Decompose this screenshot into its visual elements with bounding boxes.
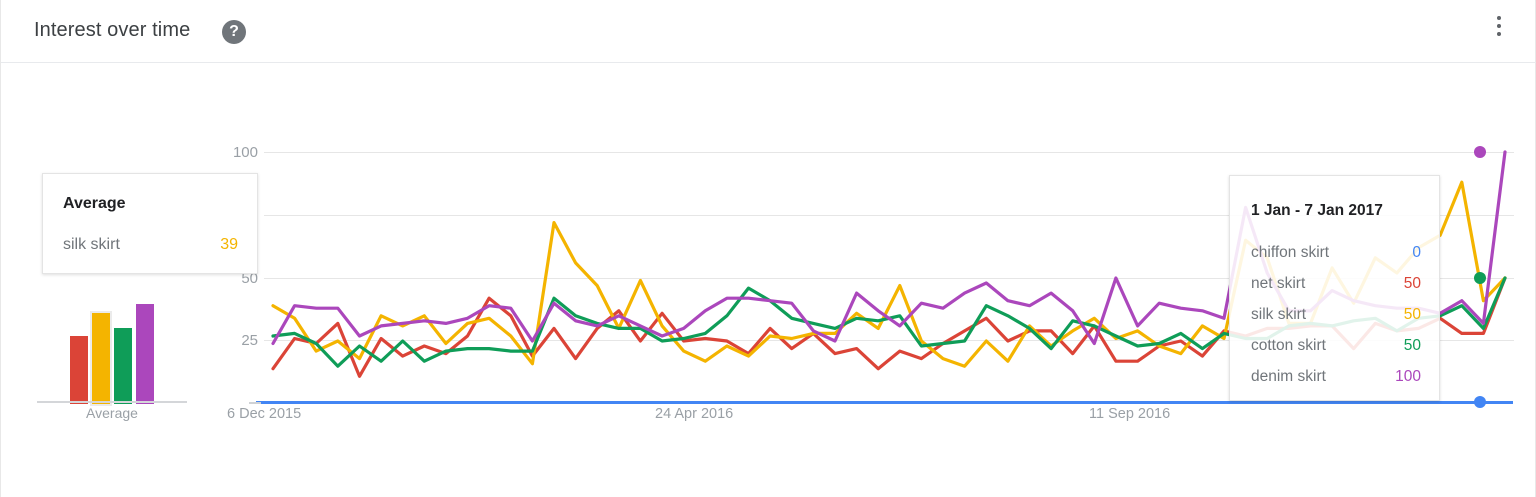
ytick-100: 100 bbox=[232, 144, 258, 161]
tooltip-row: cotton skirt 50 bbox=[1230, 337, 1441, 368]
average-callout-title: Average bbox=[63, 195, 126, 212]
ytick-50: 50 bbox=[241, 270, 258, 287]
gridline-75 bbox=[264, 215, 1514, 216]
tooltip-series-rows: chiffon skirt 0 net skirt 50 silk skirt 50 cot… bbox=[1230, 244, 1441, 399]
xtick-2: 11 Sep 2016 bbox=[1089, 406, 1171, 422]
average-bar-cotton-skirt[interactable] bbox=[114, 328, 132, 404]
gridline-50 bbox=[264, 278, 1514, 279]
average-bar-silk-skirt[interactable] bbox=[92, 313, 110, 404]
tooltip-series-name: cotton skirt bbox=[1251, 337, 1326, 354]
average-callout-term: silk skirt bbox=[63, 236, 120, 253]
average-bar-denim-skirt[interactable] bbox=[136, 304, 154, 404]
endpoint-dot-denim bbox=[1474, 146, 1486, 158]
chart-tooltip: 1 Jan - 7 Jan 2017 chiffon skirt 0 net ski… bbox=[1229, 175, 1440, 401]
help-circle-icon[interactable]: ? bbox=[222, 20, 246, 44]
average-bar-chart-label: Average bbox=[86, 405, 138, 421]
average-bar-chart[interactable] bbox=[37, 288, 187, 404]
tooltip-row: silk skirt 50 bbox=[1230, 306, 1441, 337]
tooltip-series-value: 0 bbox=[1412, 244, 1421, 261]
x-axis-labels: 6 Dec 2015 24 Apr 2016 11 Sep 2016 bbox=[1, 406, 1536, 430]
average-callout: Average silk skirt 39 bbox=[42, 173, 258, 274]
card-header: Interest over time ? bbox=[1, 0, 1536, 63]
gridline-100 bbox=[264, 152, 1514, 153]
tooltip-series-name: denim skirt bbox=[1251, 368, 1326, 385]
tooltip-row: chiffon skirt 0 bbox=[1230, 244, 1441, 275]
page-title: Interest over time bbox=[34, 19, 191, 41]
average-bar-net-skirt[interactable] bbox=[70, 336, 88, 404]
tooltip-series-value: 50 bbox=[1403, 306, 1421, 323]
tooltip-series-value: 50 bbox=[1403, 275, 1421, 292]
chiffon-skirt-zero-baseline bbox=[256, 401, 1513, 404]
tooltip-series-name: silk skirt bbox=[1251, 306, 1307, 323]
tooltip-series-name: net skirt bbox=[1251, 275, 1306, 292]
tooltip-row: denim skirt 100 bbox=[1230, 368, 1441, 399]
xtick-0: 6 Dec 2015 bbox=[227, 406, 302, 422]
tooltip-series-value: 50 bbox=[1403, 337, 1421, 354]
tooltip-date-range: 1 Jan - 7 Jan 2017 bbox=[1251, 202, 1383, 219]
ytick-25: 25 bbox=[241, 332, 258, 349]
xtick-1: 24 Apr 2016 bbox=[655, 406, 734, 422]
gridline-25 bbox=[264, 340, 1514, 341]
tooltip-series-name: chiffon skirt bbox=[1251, 244, 1330, 261]
average-callout-value: 39 bbox=[220, 236, 238, 253]
endpoint-dot-cotton bbox=[1474, 272, 1486, 284]
tooltip-series-value: 100 bbox=[1395, 368, 1421, 385]
more-vert-icon[interactable] bbox=[1488, 16, 1510, 48]
axis-stub bbox=[249, 402, 261, 404]
endpoint-dot-chiffon bbox=[1474, 396, 1486, 408]
average-bar-chart-baseline bbox=[37, 401, 187, 403]
tooltip-row: net skirt 50 bbox=[1230, 275, 1441, 306]
